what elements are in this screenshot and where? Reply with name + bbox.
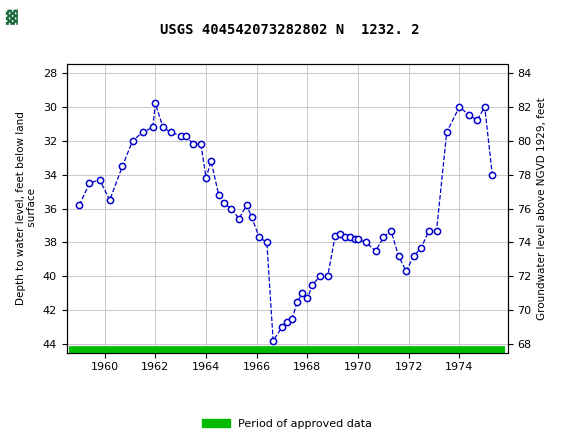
Text: USGS 404542073282802 N  1232. 2: USGS 404542073282802 N 1232. 2 [160, 22, 420, 37]
Text: USGS: USGS [38, 9, 89, 27]
Y-axis label: Depth to water level, feet below land
 surface: Depth to water level, feet below land su… [16, 112, 37, 305]
Y-axis label: Groundwater level above NGVD 1929, feet: Groundwater level above NGVD 1929, feet [537, 97, 547, 320]
Legend: Period of approved data: Period of approved data [197, 415, 377, 430]
Bar [3, 3, 35, 32]
Text: ▓: ▓ [5, 10, 16, 25]
